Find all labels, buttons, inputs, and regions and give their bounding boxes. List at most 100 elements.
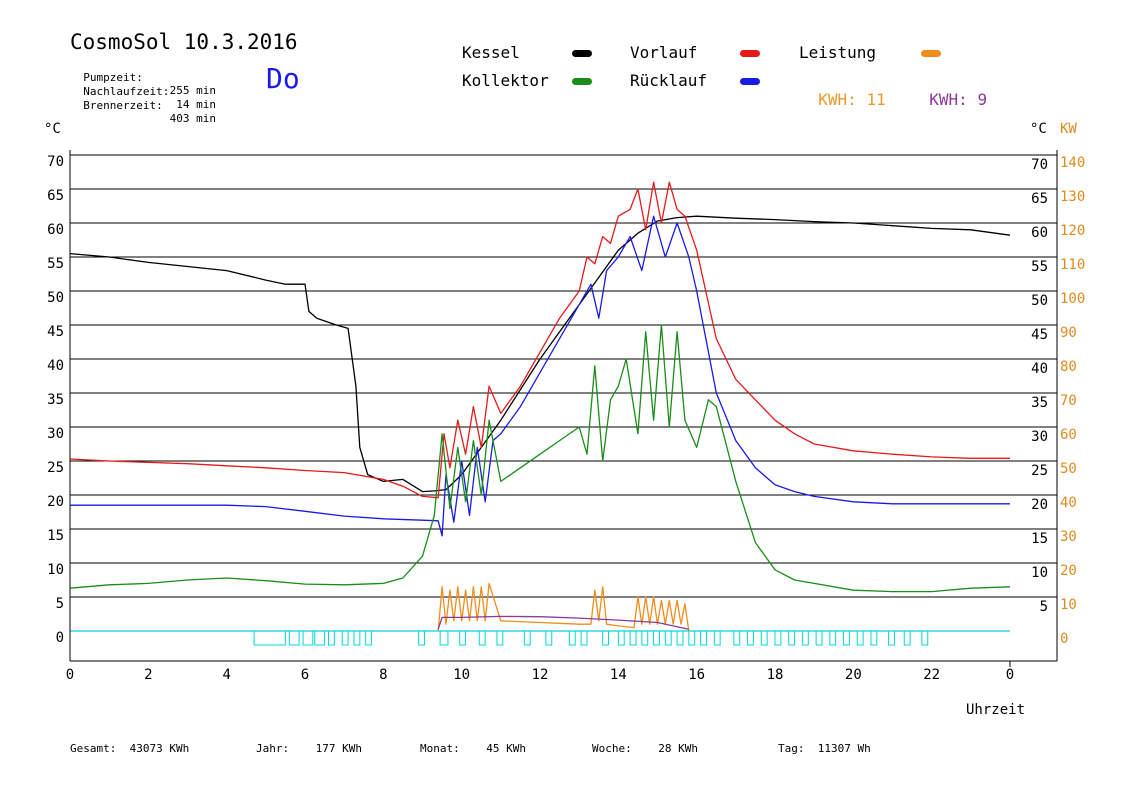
pump-status-box xyxy=(478,630,486,646)
x-tick: 10 xyxy=(453,667,470,683)
pump-status-box xyxy=(302,630,314,646)
pump-time-value: 255 min xyxy=(169,84,216,97)
footer-total-label: Gesamt: xyxy=(70,742,117,755)
y-tick-right: 45 xyxy=(1031,327,1048,343)
x-tick: 4 xyxy=(222,667,230,683)
burner-time-row: Brennerzeit: 403 min xyxy=(70,86,216,125)
kwh-pump-label: KWH: xyxy=(929,90,968,109)
y-tick-right: 70 xyxy=(1031,157,1048,173)
y-tick-kw: 50 xyxy=(1060,461,1077,477)
footer-month-value: 45 KWh xyxy=(486,742,526,755)
legend-ruecklauf-label: Rücklauf xyxy=(630,71,708,90)
y-tick-kw: 110 xyxy=(1060,257,1085,273)
y-tick-left: 45 xyxy=(47,324,64,340)
series-line-pumpe xyxy=(437,615,689,630)
x-tick: 0 xyxy=(1006,667,1014,683)
y-tick-left: 5 xyxy=(56,596,64,612)
pump-status-box xyxy=(870,630,878,646)
pump-status-box xyxy=(629,630,637,646)
y-tick-right: 25 xyxy=(1031,463,1048,479)
pump-status-box xyxy=(921,630,929,646)
pump-status-box xyxy=(664,630,672,646)
footer-total: Gesamt: 43073 KWh xyxy=(70,742,189,755)
y-tick-right: 15 xyxy=(1031,531,1048,547)
y-tick-kw: 70 xyxy=(1060,393,1077,409)
footer-week: Woche: 28 KWh xyxy=(592,742,698,755)
footer-year-label: Jahr: xyxy=(256,742,290,755)
footer-week-label: Woche: xyxy=(592,742,632,755)
pump-status-box xyxy=(328,630,335,646)
footer-week-value: 28 KWh xyxy=(658,742,698,755)
y-tick-kw: 10 xyxy=(1060,597,1077,613)
x-tick: 14 xyxy=(610,667,627,683)
y-tick-left: 30 xyxy=(47,426,64,442)
footer-total-value: 43073 KWh xyxy=(129,742,190,755)
pump-status-box xyxy=(341,630,349,646)
pump-time-label: Pumpzeit: xyxy=(83,71,143,84)
y-tick-left: 50 xyxy=(47,290,64,306)
afterrun-time-row: Nachlaufzeit: 14 min xyxy=(70,72,216,111)
x-tick: 0 xyxy=(66,667,74,683)
burner-time-value: 403 min xyxy=(169,112,216,125)
x-tick: 8 xyxy=(379,667,387,683)
footer-month: Monat: 45 KWh xyxy=(420,742,526,755)
legend-kessel-label: Kessel xyxy=(462,43,520,62)
y-tick-left: 25 xyxy=(47,460,64,476)
kwh-collector-value: 11 xyxy=(866,90,886,109)
y-tick-right: 55 xyxy=(1031,259,1048,275)
pump-status-box xyxy=(314,630,326,646)
y-tick-kw: 60 xyxy=(1060,427,1077,443)
pump-status-box xyxy=(602,630,610,646)
y-tick-left: 35 xyxy=(47,392,64,408)
y-tick-right: 5 xyxy=(1040,599,1048,615)
footer-day-label: Tag: xyxy=(778,742,805,755)
pump-status-box xyxy=(641,630,649,646)
pump-status-box xyxy=(580,630,588,646)
pump-status-box xyxy=(856,630,864,646)
footer-year: Jahr: 177 KWh xyxy=(256,742,362,755)
pump-status-box xyxy=(418,630,425,646)
kwh-collector-label: KWH: xyxy=(818,90,857,109)
pump-status-box xyxy=(676,630,684,646)
x-tick: 2 xyxy=(144,667,152,683)
pump-status-box xyxy=(545,630,553,646)
pump-status-box xyxy=(653,630,660,646)
y-tick-right: 35 xyxy=(1031,395,1048,411)
y-tick-left: 70 xyxy=(47,154,64,170)
y-axis-label-left: °C xyxy=(44,121,61,137)
pump-status-box xyxy=(459,630,467,646)
y-tick-right: 60 xyxy=(1031,225,1048,241)
pump-status-box xyxy=(733,630,741,646)
pump-status-box xyxy=(253,630,286,646)
y-axis-label-kw: KW xyxy=(1060,121,1077,137)
kwh-collector-readout: KWH: 11 xyxy=(799,71,886,109)
y-tick-kw: 130 xyxy=(1060,189,1085,205)
y-axis-label-right: °C xyxy=(1030,121,1047,137)
x-tick: 20 xyxy=(845,667,862,683)
y-tick-left: 0 xyxy=(56,630,64,646)
pump-status-box xyxy=(903,630,911,646)
legend-kessel-swatch xyxy=(572,50,592,57)
pump-status-box xyxy=(713,630,721,646)
series-line-rücklauf xyxy=(70,215,1010,537)
burner-time-label: Brennerzeit: xyxy=(83,99,163,112)
pump-status-box xyxy=(568,630,576,646)
legend-leistung-label: Leistung xyxy=(799,43,877,62)
y-tick-left: 40 xyxy=(47,358,64,374)
pump-status-box xyxy=(700,630,707,646)
y-tick-kw: 80 xyxy=(1060,359,1077,375)
pump-status-box xyxy=(788,630,796,646)
kwh-pump-readout: KWH: 9 xyxy=(910,71,987,109)
legend-vorlauf-swatch xyxy=(740,50,760,57)
x-tick: 12 xyxy=(532,667,549,683)
y-tick-kw: 0 xyxy=(1060,631,1068,647)
y-tick-kw: 30 xyxy=(1060,529,1077,545)
y-tick-kw: 140 xyxy=(1060,155,1085,171)
pump-status-box xyxy=(888,630,895,646)
footer-month-label: Monat: xyxy=(420,742,460,755)
pump-status-box xyxy=(288,630,300,646)
chart-title: CosmoSol 10.3.2016 xyxy=(70,30,298,54)
footer-day: Tag: 11307 Wh xyxy=(778,742,871,755)
pump-status-box xyxy=(801,630,809,646)
pump-status-box xyxy=(353,630,361,646)
